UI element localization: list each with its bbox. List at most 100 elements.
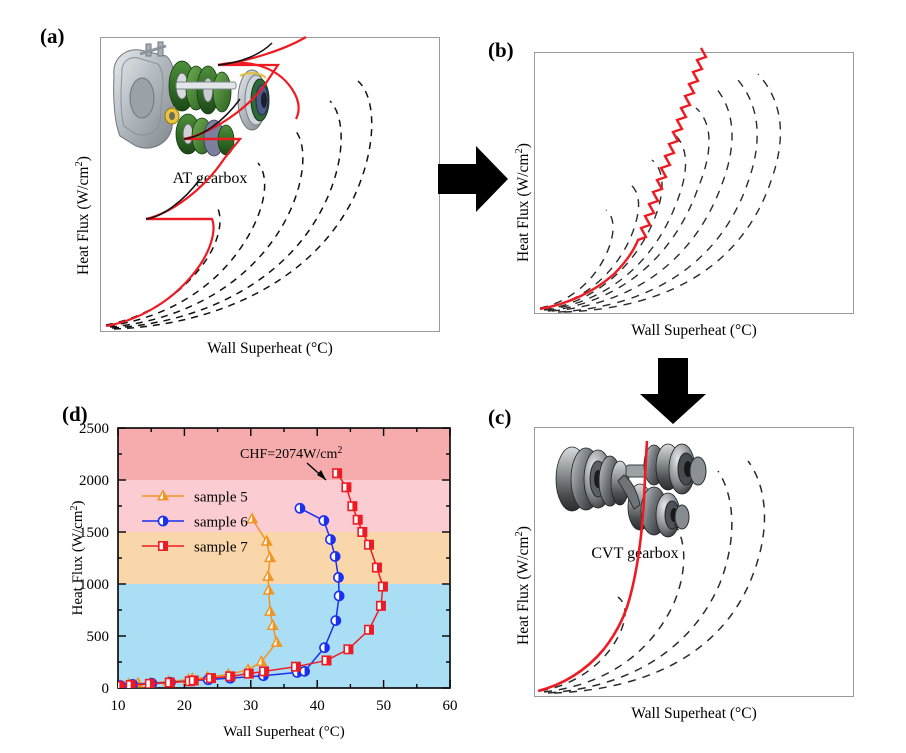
data-point <box>363 624 374 635</box>
data-point <box>270 635 283 647</box>
data-point <box>125 680 136 688</box>
arrow-down-icon <box>640 358 706 424</box>
legend-item-sample-5[interactable]: sample 5 <box>142 489 248 506</box>
data-point <box>333 572 344 583</box>
data-point <box>266 618 279 630</box>
y-tick-label: 2000 <box>79 473 109 489</box>
panel-d-label: (d) <box>62 402 88 426</box>
band-3 <box>118 428 450 480</box>
data-point <box>262 583 275 595</box>
data-point <box>375 600 386 611</box>
data-point <box>205 673 216 684</box>
y-tick-label: 500 <box>87 629 110 645</box>
panel-c: (c) Heat Flux (W/cm2) Wall Superheat (°C… <box>480 395 900 750</box>
band-1 <box>118 532 450 584</box>
y-title-sup: 2 <box>514 148 525 154</box>
chf-text-sup: 2 <box>337 445 342 456</box>
panel-c-x-axis-title: Wall Superheat (°C) <box>631 705 757 722</box>
data-point <box>262 569 275 581</box>
data-point <box>243 668 254 679</box>
panel-a-plot <box>105 36 373 330</box>
svg-text:CHF=2074W/cm2: CHF=2074W/cm2 <box>240 445 342 462</box>
data-point <box>118 681 125 688</box>
legend-item-sample-6[interactable]: sample 6 <box>142 515 248 531</box>
panel-c-plot <box>537 440 766 694</box>
y-title-text: Heat Flux (W/cm <box>75 166 93 275</box>
panel-a-x-axis-title: Wall Superheat (°C) <box>207 340 333 357</box>
data-point <box>332 468 343 479</box>
data-point <box>299 665 310 677</box>
band-2 <box>118 480 450 532</box>
data-point <box>255 654 268 667</box>
x-tick-label: 60 <box>443 698 458 714</box>
data-series <box>118 468 388 688</box>
panel-b-x-axis-title: Wall Superheat (°C) <box>631 322 757 339</box>
data-point <box>318 515 330 526</box>
legend-label: sample 5 <box>194 490 248 506</box>
data-point <box>321 655 332 666</box>
panel-b: (b) Heat Flux (W/cm2) Wall Superheat (°C… <box>480 30 900 380</box>
value-bands <box>118 428 450 688</box>
panel-b-y-axis-title: Heat Flux (W/cm2) <box>514 143 533 262</box>
panel-a-y-axis-title: Heat Flux (W/cm2) <box>74 156 93 275</box>
y-tick-labels: 0 500 1000 1500 2000 2500 <box>79 421 109 697</box>
panel-d: (d) 10 20 30 40 50 60 0 500 1000 1500 2000 2500 CH… <box>60 400 480 750</box>
y-title-text: Heat Flux (W/cm <box>515 536 533 645</box>
panel-b-plot <box>539 47 782 313</box>
legend-label: sample 7 <box>194 540 248 556</box>
y-tick-label: 1500 <box>79 525 109 541</box>
data-point <box>246 512 259 524</box>
x-axis-title: Wall Superheat (°C) <box>223 724 344 740</box>
data-point <box>352 514 363 525</box>
data-point <box>144 678 155 688</box>
data-point <box>343 644 354 655</box>
panel-c-label: (c) <box>488 405 512 429</box>
x-tick-label: 10 <box>111 698 126 714</box>
x-tick-label: 30 <box>243 698 258 714</box>
x-tick-labels: 10 20 30 40 50 60 <box>111 698 458 714</box>
data-point <box>357 527 368 538</box>
data-point <box>164 677 175 688</box>
data-point <box>263 551 277 563</box>
data-point <box>363 539 374 550</box>
data-point <box>333 590 345 602</box>
data-point <box>263 604 277 616</box>
data-point <box>329 551 341 562</box>
data-point <box>290 661 301 672</box>
y-tick-label: 1000 <box>79 577 109 593</box>
arrow-right-icon <box>438 146 508 212</box>
at-gearbox-photo <box>113 41 270 157</box>
panel-a: (a) Heat Flux (W/cm2) Wall Superheat (°C… <box>40 20 460 380</box>
data-point <box>259 666 270 677</box>
y-title-text: Heat Flux (W/cm <box>515 153 533 262</box>
data-point <box>225 671 236 682</box>
y-title-tail: ) <box>515 143 533 149</box>
panel-c-y-axis-title: Heat Flux (W/cm2) <box>514 526 533 645</box>
legend-label: sample 6 <box>194 515 248 531</box>
data-point <box>319 642 330 654</box>
data-point <box>158 541 169 552</box>
data-point <box>188 675 199 686</box>
x-tick-label: 50 <box>376 698 391 714</box>
y-axis-title: Heat Flux (W/cm2) <box>69 501 86 616</box>
x-tick-label: 20 <box>177 698 192 714</box>
panel-a-label: (a) <box>40 24 65 48</box>
data-point <box>347 501 358 512</box>
series-sample-7 <box>118 468 388 688</box>
chf-text-main: CHF=2074W/cm <box>240 447 337 462</box>
panel-b-frame <box>534 52 854 314</box>
panel-b-label: (b) <box>488 38 514 62</box>
arrow-a-to-b <box>438 146 508 212</box>
panel-c-inset-caption: CVT gearbox <box>591 545 679 562</box>
y-title-sup: 2 <box>514 531 525 537</box>
y-tick-label: 0 <box>102 681 110 697</box>
data-point <box>294 502 306 514</box>
y-title-tail: ) <box>75 156 93 162</box>
y-tick-label: 2500 <box>79 421 109 437</box>
data-point <box>156 489 170 501</box>
data-point <box>157 515 169 527</box>
data-point <box>371 562 382 573</box>
chf-annotation: CHF=2074W/cm2 <box>240 445 342 481</box>
legend-item-sample-7[interactable]: sample 7 <box>142 540 248 556</box>
